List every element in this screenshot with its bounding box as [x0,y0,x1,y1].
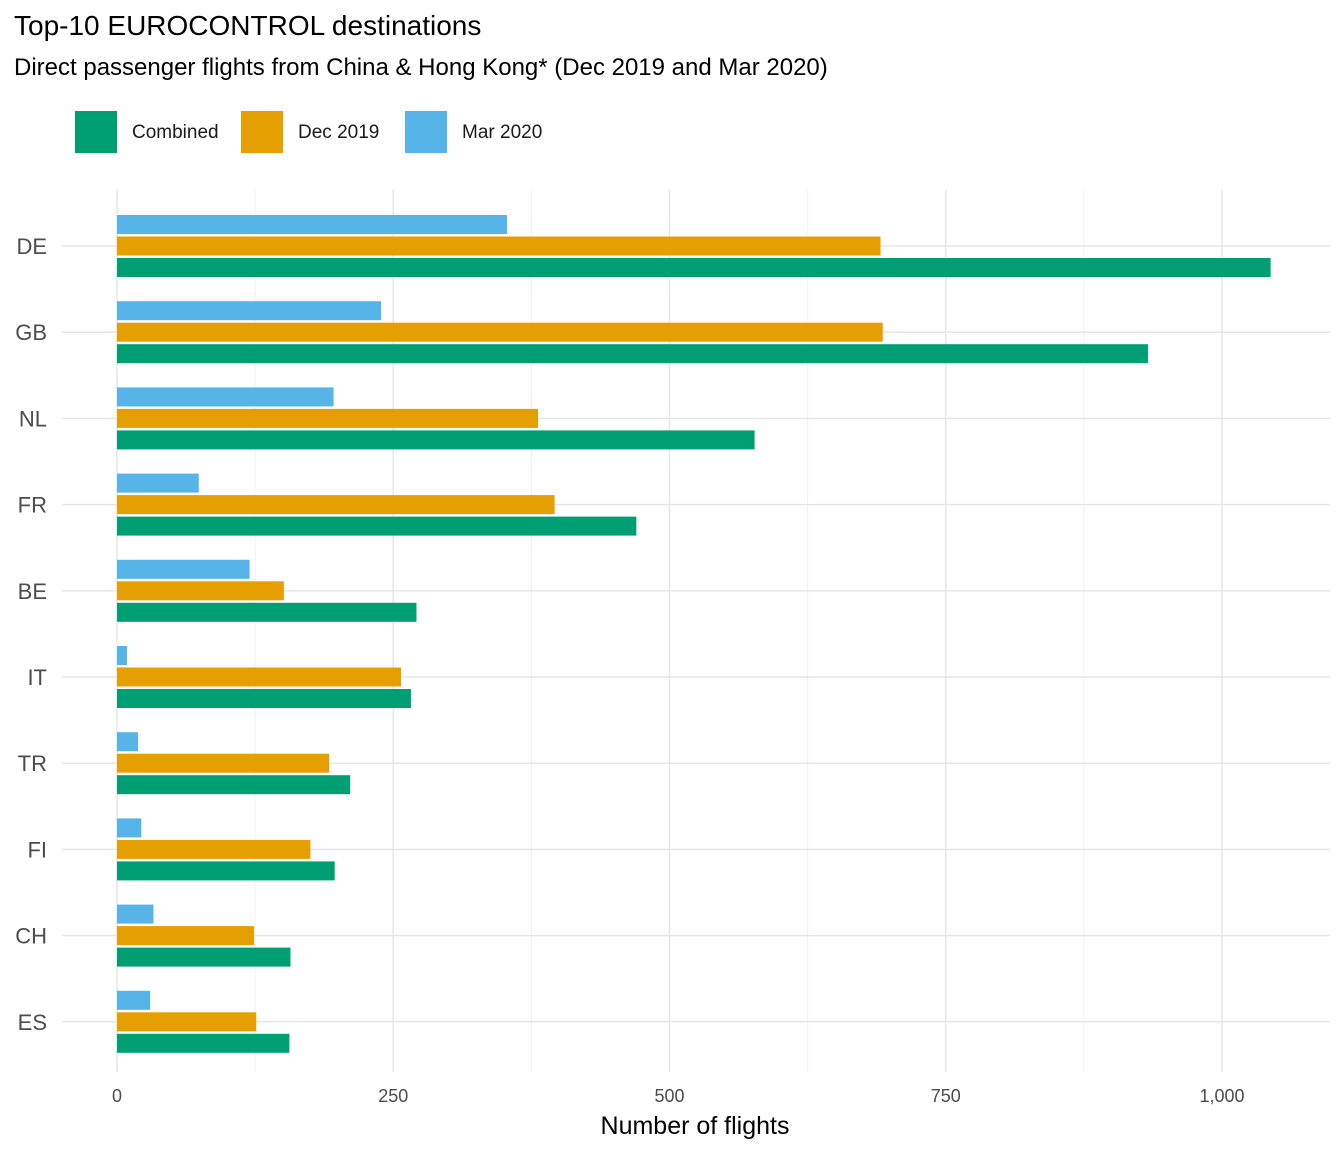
y-tick-label: IT [27,665,47,690]
x-tick-label: 750 [931,1086,961,1106]
legend-label-dec-2019: Dec 2019 [298,122,380,143]
legend-swatch-mar-2020 [405,111,447,153]
x-tick-label: 250 [378,1086,408,1106]
x-axis-tick-labels: 0 250 500 750 1,000 [112,1086,1245,1106]
bar-ch-dec-2019 [117,926,255,946]
bar-tr-mar-2020 [117,732,138,752]
y-tick-label: DE [16,234,47,259]
bar-es-dec-2019 [117,1012,257,1032]
x-tick-label: 0 [112,1086,122,1106]
chart-title: Top-10 EUROCONTROL destinations [14,10,482,41]
bar-fr-dec-2019 [117,495,555,515]
legend-swatch-combined [75,111,117,153]
y-tick-label: FR [18,493,47,518]
bar-fi-dec-2019 [117,839,311,859]
bars [117,215,1271,1053]
bar-gb-dec-2019 [117,322,883,342]
chart-subtitle: Direct passenger flights from China & Ho… [14,54,828,81]
x-tick-label: 1,000 [1199,1086,1244,1106]
bar-be-mar-2020 [117,559,250,579]
bar-nl-combined [117,430,755,450]
x-tick-label: 500 [654,1086,684,1106]
bar-es-combined [117,1033,290,1053]
bar-de-dec-2019 [117,236,881,256]
bar-es-mar-2020 [117,990,151,1010]
bar-tr-dec-2019 [117,753,330,773]
y-tick-label: NL [19,406,47,431]
bar-gb-mar-2020 [117,301,382,321]
bar-de-combined [117,258,1271,277]
bar-de-mar-2020 [117,215,508,234]
x-axis-title: Number of flights [601,1112,790,1140]
y-axis-tick-labels: DE GB NL FR BE IT TR FI CH ES [15,234,47,1035]
bar-it-combined [117,689,411,708]
bar-nl-mar-2020 [117,387,334,407]
y-tick-label: ES [18,1010,47,1035]
bar-fr-mar-2020 [117,473,199,493]
legend-label-combined: Combined [132,122,219,143]
bar-it-mar-2020 [117,646,127,665]
y-tick-label: TR [18,751,47,776]
y-tick-label: BE [18,579,47,604]
bar-ch-combined [117,947,291,967]
bar-be-dec-2019 [117,581,284,601]
bar-it-dec-2019 [117,667,401,687]
y-tick-label: FI [27,837,47,862]
y-tick-label: CH [15,924,47,949]
bar-be-combined [117,602,417,622]
bar-nl-dec-2019 [117,408,539,428]
bar-gb-combined [117,344,1148,364]
bar-ch-mar-2020 [117,904,154,924]
y-tick-label: GB [15,320,47,345]
bar-fr-combined [117,516,637,536]
bar-fi-combined [117,861,335,881]
legend-label-mar-2020: Mar 2020 [462,122,543,143]
bar-fi-mar-2020 [117,818,142,838]
legend-swatch-dec-2019 [241,111,283,153]
bar-tr-combined [117,775,351,795]
